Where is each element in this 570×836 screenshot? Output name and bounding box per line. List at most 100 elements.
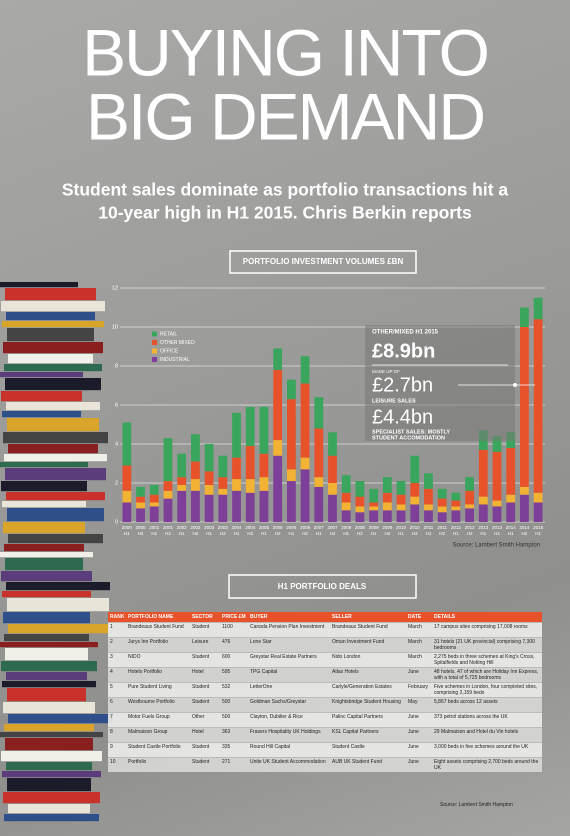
bar-segment [369, 510, 379, 522]
x-tick-label: 2008 H2 [355, 525, 366, 536]
table-cell: Student Castle Portfolio [126, 742, 190, 758]
bar-segment [300, 457, 310, 470]
table-cell: Student Castle [330, 742, 406, 758]
table-cell: 31 hotels (21 UK provincial) comprising … [432, 637, 542, 653]
bar-segment [341, 475, 351, 493]
bar-segment [191, 434, 200, 462]
book [6, 582, 110, 591]
x-tick-label: 2011 H1 [424, 525, 434, 536]
bar-segment [245, 479, 255, 493]
bar-segment [328, 455, 337, 483]
table-cell: 48 hotels, 47 of which are Holiday Inn E… [432, 667, 542, 683]
table-title-box [228, 574, 417, 599]
bar-segment [492, 436, 502, 452]
legend-label: OFFICE [160, 348, 179, 354]
column-header: DATE [406, 612, 432, 623]
deals-table: RANK PORTFOLIO NAME SECTOR PRICE £M BUYER SEL… [108, 612, 542, 772]
bar-segment [273, 348, 283, 370]
table-source: Source: Lambert Smith Hampton [440, 802, 513, 808]
bar-segment [314, 477, 324, 487]
legend-swatch [152, 357, 157, 362]
bar-segment [300, 469, 310, 522]
table-cell: Oman Investment Fund [330, 637, 406, 653]
bar-segment [410, 455, 420, 483]
annotation: £2.7bn [372, 374, 433, 396]
x-tick-label: 2005 H1 [259, 525, 270, 536]
bar-segment [286, 379, 296, 400]
x-tick-label: 2014 H1 [506, 525, 517, 536]
bar-segment [191, 461, 200, 480]
table-cell: Brandeaux Student Fund [330, 622, 406, 638]
bar-segment [232, 479, 241, 491]
book [2, 681, 96, 688]
table-cell: 2 [108, 637, 126, 653]
legend-swatch [152, 348, 157, 354]
book [3, 522, 85, 534]
table-cell: 500 [220, 712, 248, 728]
bar-segment [149, 502, 159, 507]
table-cell: Student [190, 697, 220, 713]
table-cell: 500 [220, 697, 248, 713]
bar-segment [149, 494, 159, 503]
table-cell: Carlyle/Generation Estates [330, 682, 406, 698]
bar-segment [232, 412, 241, 458]
bar-segment [177, 453, 187, 478]
x-tick-label: 2001 H2 [163, 525, 174, 536]
table-cell: Student [190, 682, 220, 698]
table-cell: Hotel [190, 727, 220, 743]
bar-segment [177, 484, 187, 491]
book [3, 342, 103, 354]
table-cell: 10 [108, 757, 126, 772]
table-cell: June [406, 742, 432, 758]
table-row: 1 Brandeaux Student Fund Student 1100 Canada… [108, 622, 542, 638]
bar-segment [437, 488, 447, 499]
table-cell: Atlas Hotels [330, 667, 406, 683]
table-cell: Pure Student Living [126, 682, 190, 698]
column-header: DETAILS [432, 612, 542, 623]
table-cell: Motor Fuels Group [126, 712, 190, 728]
bar-segment [273, 455, 283, 522]
bar-segment [245, 445, 255, 480]
annotation: STUDENT ACCOMODATION [372, 435, 445, 441]
bar-segment [451, 510, 461, 522]
book [0, 642, 98, 648]
legend-label: OTHER MIXED [160, 340, 195, 346]
bar-segment [478, 449, 488, 497]
bar-segment [163, 481, 173, 491]
book [1, 661, 97, 672]
bar-segment [218, 455, 228, 478]
x-tick-label: 2006 H2 [300, 525, 311, 536]
chart-title-box [229, 250, 417, 274]
bar-segment [218, 494, 228, 522]
bar-segment [259, 477, 269, 491]
bar-segment [492, 506, 502, 522]
x-tick-label: 2006 H1 [286, 525, 297, 536]
book [8, 714, 113, 724]
column-header: SELLER [330, 612, 406, 623]
bar-segment [218, 488, 228, 495]
bar-segment [396, 510, 406, 522]
x-tick-label: 2003 H2 [218, 525, 229, 536]
bar-segment [341, 492, 351, 503]
book [8, 354, 93, 364]
bar-segment [136, 496, 145, 503]
bar-segment [465, 477, 474, 491]
bar-segment [533, 492, 543, 503]
table-cell: Frasers Hospitality UK Holdings [248, 727, 330, 743]
book [6, 402, 100, 411]
book [0, 372, 83, 378]
bar-segment [149, 506, 159, 522]
table-cell: 3 [108, 652, 126, 668]
bar-segment [465, 504, 474, 509]
table-cell: Eight assets comprising 2,700 beds aroun… [432, 757, 542, 772]
book [2, 591, 91, 598]
bar-segment [382, 502, 392, 511]
table-cell: June [406, 757, 432, 772]
bar-segment [478, 504, 488, 522]
bar-segment [369, 502, 379, 507]
bar-segment [259, 453, 269, 478]
y-tick-label: 8 [115, 363, 118, 369]
table-cell: 363 [220, 727, 248, 743]
book [7, 418, 99, 432]
table-cell: 7 [108, 712, 126, 728]
